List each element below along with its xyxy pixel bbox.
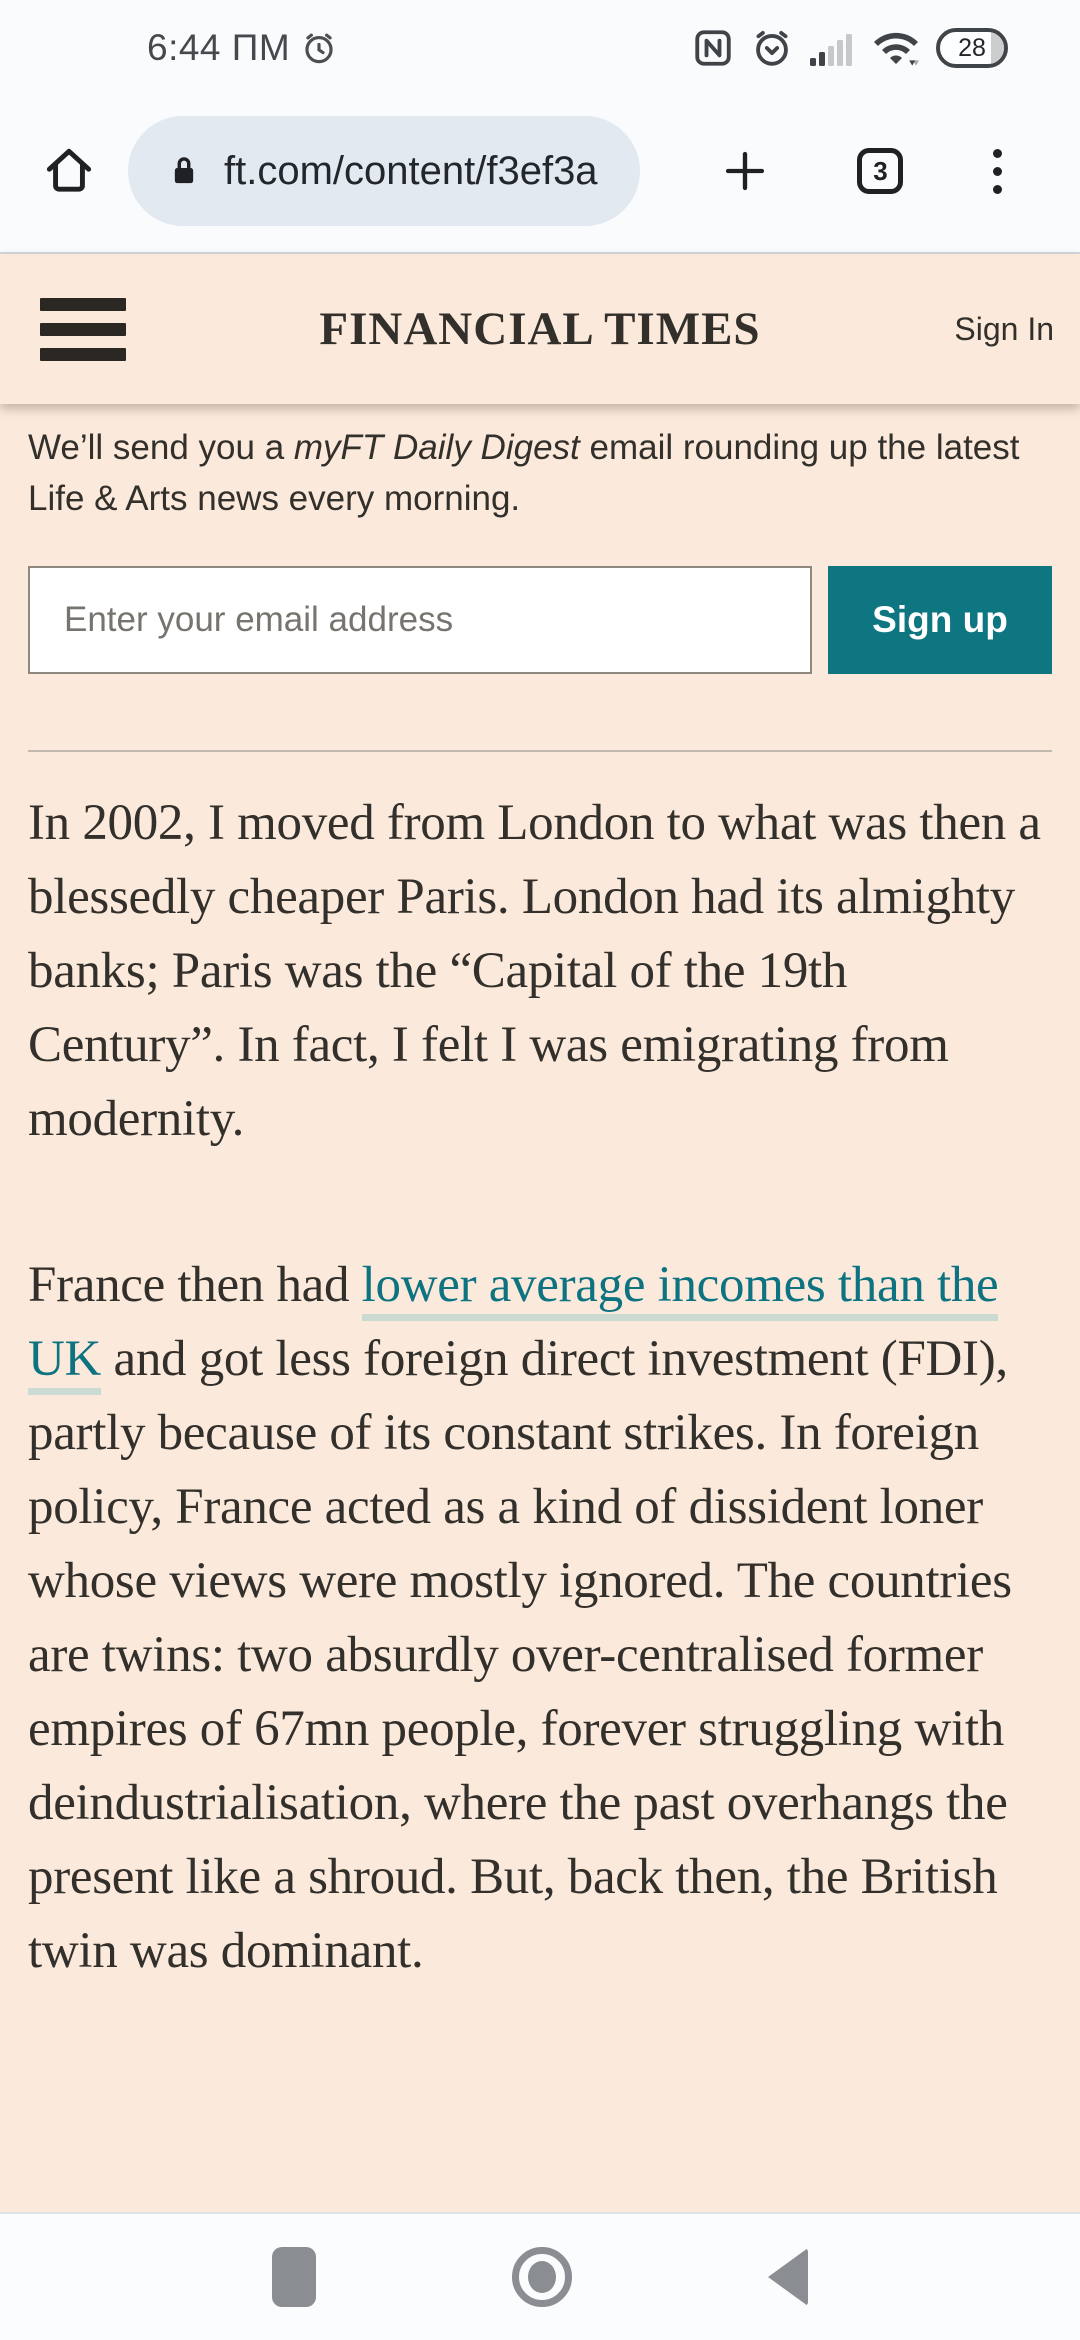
menu-button[interactable] [40, 297, 126, 361]
sign-in-link[interactable]: Sign In [954, 310, 1054, 347]
tab-count: 3 [873, 155, 888, 186]
page-content: We’ll send you a myFT Daily Digest email… [0, 404, 1080, 2212]
tab-switcher-button[interactable]: 3 [857, 148, 904, 194]
email-input[interactable] [28, 566, 812, 674]
back-button[interactable] [768, 2248, 808, 2306]
newsletter-intro-suffix: email rounding up the latest Life & Arts… [28, 428, 1020, 518]
android-nav-bar [0, 2212, 1080, 2340]
newsletter-name: myFT Daily Digest [293, 428, 580, 467]
url-text: ft.com/content/f3ef3a [224, 148, 598, 193]
clock-time: 6:44 ПМ [147, 27, 291, 68]
battery-percent: 28 [958, 33, 986, 62]
new-tab-button[interactable] [716, 142, 774, 200]
recents-button[interactable] [272, 2247, 316, 2307]
signup-button[interactable]: Sign up [828, 566, 1052, 674]
address-bar[interactable]: ft.com/content/f3ef3a [128, 116, 640, 226]
alarm-clock-icon [300, 29, 338, 67]
browser-actions: 3 [640, 142, 1050, 200]
article-link[interactable]: lower average incomes than the UK [28, 1257, 999, 1395]
article-paragraph: In 2002, I moved from London to what was… [28, 795, 1041, 1147]
wifi-icon [872, 28, 920, 68]
status-right-cluster: 28 [692, 26, 1008, 70]
article-body: In 2002, I moved from London to what was… [28, 786, 1052, 1988]
home-nav-dot [528, 2261, 556, 2293]
browser-menu-button[interactable] [987, 143, 1008, 200]
cell-signal-icon [810, 30, 856, 66]
browser-toolbar: ft.com/content/f3ef3a 3 [0, 90, 1080, 254]
nfc-icon [692, 27, 734, 69]
home-nav-button[interactable] [512, 2247, 572, 2307]
newsletter-intro-prefix: We’ll send you a [28, 428, 294, 467]
status-bar: 6:44 ПМ [0, 0, 1080, 90]
newsletter-form: Sign up [28, 566, 1052, 674]
article-paragraph: France then had lower average incomes th… [28, 1257, 1012, 1979]
status-left-cluster: 6:44 ПМ [147, 27, 338, 69]
newsletter-intro: We’ll send you a myFT Daily Digest email… [28, 422, 1038, 524]
alarm-check-icon [750, 26, 794, 70]
battery-icon: 28 [936, 28, 1008, 68]
battery-fill [991, 32, 1004, 64]
site-logo[interactable]: FINANCIAL TIMES [319, 303, 761, 355]
section-divider [28, 750, 1052, 752]
home-button[interactable] [38, 140, 100, 202]
site-header: FINANCIAL TIMES Sign In [0, 254, 1080, 404]
lock-icon [166, 150, 202, 192]
